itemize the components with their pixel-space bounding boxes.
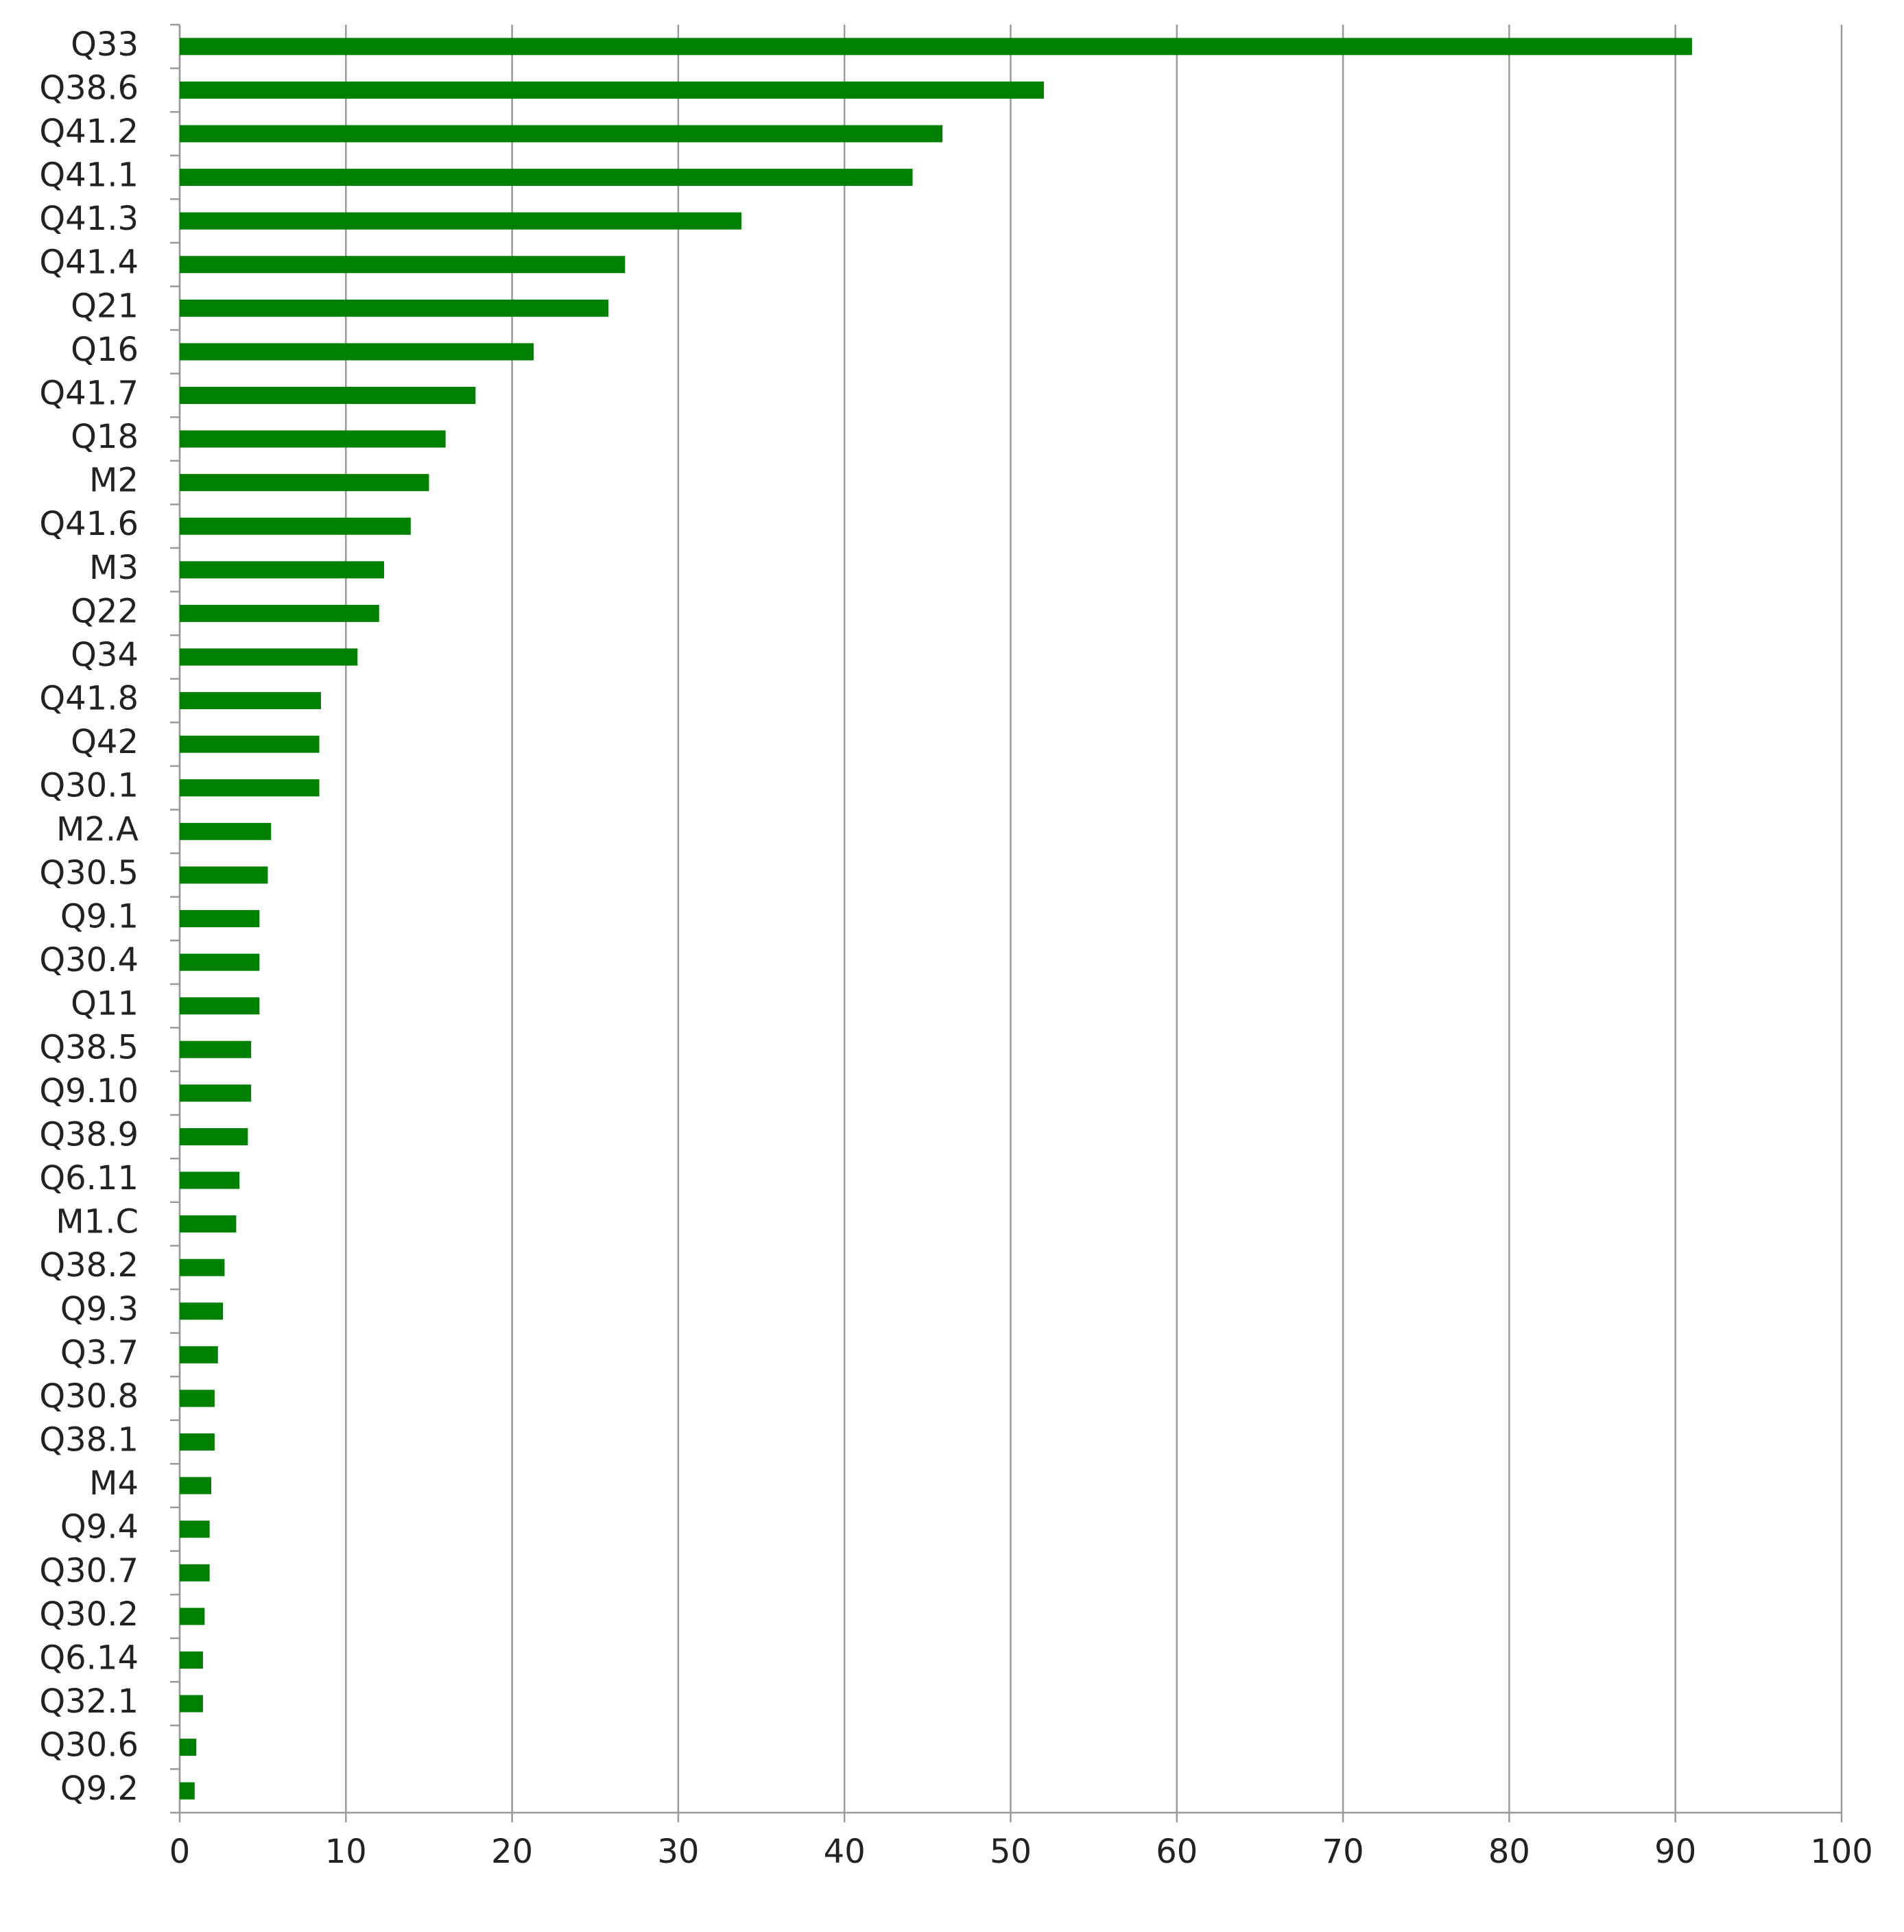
bar xyxy=(180,1739,197,1756)
y-tick-label: Q41.1 xyxy=(39,156,139,195)
bar xyxy=(180,953,260,971)
bar xyxy=(180,1040,252,1058)
bar xyxy=(180,1346,218,1363)
y-tick-label: Q38.5 xyxy=(39,1028,139,1066)
y-tick-label: Q30.7 xyxy=(39,1551,139,1590)
bar xyxy=(180,1433,215,1451)
bar xyxy=(180,692,321,710)
bar xyxy=(180,779,320,797)
bar xyxy=(180,1695,203,1713)
y-tick-label: Q42 xyxy=(71,723,139,761)
y-tick-label: Q32.1 xyxy=(39,1682,139,1721)
y-tick-label: Q41.8 xyxy=(39,680,139,718)
bar xyxy=(180,866,268,884)
y-tick-label: Q6.11 xyxy=(39,1159,139,1197)
y-tick-label: Q41.2 xyxy=(39,112,139,151)
bar xyxy=(180,517,411,535)
bar xyxy=(180,212,741,230)
bar xyxy=(180,430,446,448)
y-tick-label: Q6.14 xyxy=(39,1638,139,1677)
y-tick-label: Q30.5 xyxy=(39,854,139,892)
bar xyxy=(180,1084,252,1102)
bar xyxy=(180,1302,223,1320)
y-tick-label: Q3.7 xyxy=(60,1333,139,1372)
y-tick-label: Q9.3 xyxy=(60,1290,139,1328)
y-tick-label: Q38.6 xyxy=(39,69,139,107)
bar xyxy=(180,604,379,622)
y-tick-label: Q18 xyxy=(71,418,139,456)
x-tick-label: 0 xyxy=(169,1833,191,1871)
bar xyxy=(180,1128,248,1145)
y-tick-label: Q11 xyxy=(71,985,139,1023)
bar xyxy=(180,1564,210,1582)
bar xyxy=(180,822,272,840)
bar xyxy=(180,1390,215,1407)
bar xyxy=(180,1520,210,1538)
bar xyxy=(180,169,913,187)
y-tick-label: Q41.7 xyxy=(39,374,139,412)
x-tick-label: 70 xyxy=(1322,1833,1364,1871)
y-tick-label: M2 xyxy=(89,462,139,500)
bar xyxy=(180,997,260,1015)
x-tick-label: 20 xyxy=(491,1833,533,1871)
y-tick-label: Q30.4 xyxy=(39,941,139,979)
y-tick-label: M3 xyxy=(89,549,139,587)
y-tick-label: Q16 xyxy=(71,331,139,369)
bar xyxy=(180,81,1044,99)
bar xyxy=(180,386,476,404)
x-tick-label: 50 xyxy=(990,1833,1032,1871)
bar xyxy=(180,1215,237,1233)
y-tick-label: Q38.1 xyxy=(39,1421,139,1459)
y-tick-label: Q9.10 xyxy=(39,1072,139,1110)
y-tick-label: Q21 xyxy=(71,287,139,325)
bar xyxy=(180,1782,195,1800)
y-tick-label: Q9.1 xyxy=(60,898,139,936)
bar xyxy=(180,125,943,143)
y-tick-label: Q9.4 xyxy=(60,1508,139,1547)
y-tick-label: Q41.3 xyxy=(39,200,139,238)
y-tick-label: M1.C xyxy=(56,1203,139,1241)
bar xyxy=(180,343,534,361)
bar xyxy=(180,38,1692,56)
bar xyxy=(180,561,385,579)
y-tick-label: M2.A xyxy=(56,810,139,848)
bar xyxy=(180,1477,212,1494)
y-tick-label: Q9.2 xyxy=(60,1769,139,1808)
x-tick-label: 60 xyxy=(1156,1833,1198,1871)
x-tick-label: 100 xyxy=(1810,1833,1873,1871)
bar xyxy=(180,1608,205,1625)
x-tick-label: 30 xyxy=(657,1833,699,1871)
y-tick-label: Q41.6 xyxy=(39,505,139,543)
x-tick-label: 40 xyxy=(824,1833,866,1871)
y-tick-label: Q22 xyxy=(71,592,139,630)
x-tick-label: 90 xyxy=(1654,1833,1696,1871)
y-tick-label: Q33 xyxy=(71,25,139,64)
bar xyxy=(180,735,320,753)
y-tick-label: M4 xyxy=(89,1464,139,1503)
y-tick-label: Q30.2 xyxy=(39,1595,139,1634)
bar xyxy=(180,1259,225,1276)
y-tick-label: Q38.9 xyxy=(39,1115,139,1154)
x-tick-label: 80 xyxy=(1488,1833,1530,1871)
x-tick-label: 10 xyxy=(325,1833,367,1871)
bar xyxy=(180,474,429,492)
y-tick-label: Q30.1 xyxy=(39,767,139,805)
y-tick-label: Q30.8 xyxy=(39,1377,139,1416)
bar xyxy=(180,256,626,274)
bar xyxy=(180,648,358,666)
bar xyxy=(180,299,609,317)
bar xyxy=(180,910,260,927)
y-tick-label: Q34 xyxy=(71,636,139,674)
y-tick-label: Q30.6 xyxy=(39,1726,139,1765)
bar xyxy=(180,1651,203,1669)
y-tick-label: Q41.4 xyxy=(39,243,139,282)
bar xyxy=(180,1171,240,1189)
y-tick-label: Q38.2 xyxy=(39,1246,139,1285)
